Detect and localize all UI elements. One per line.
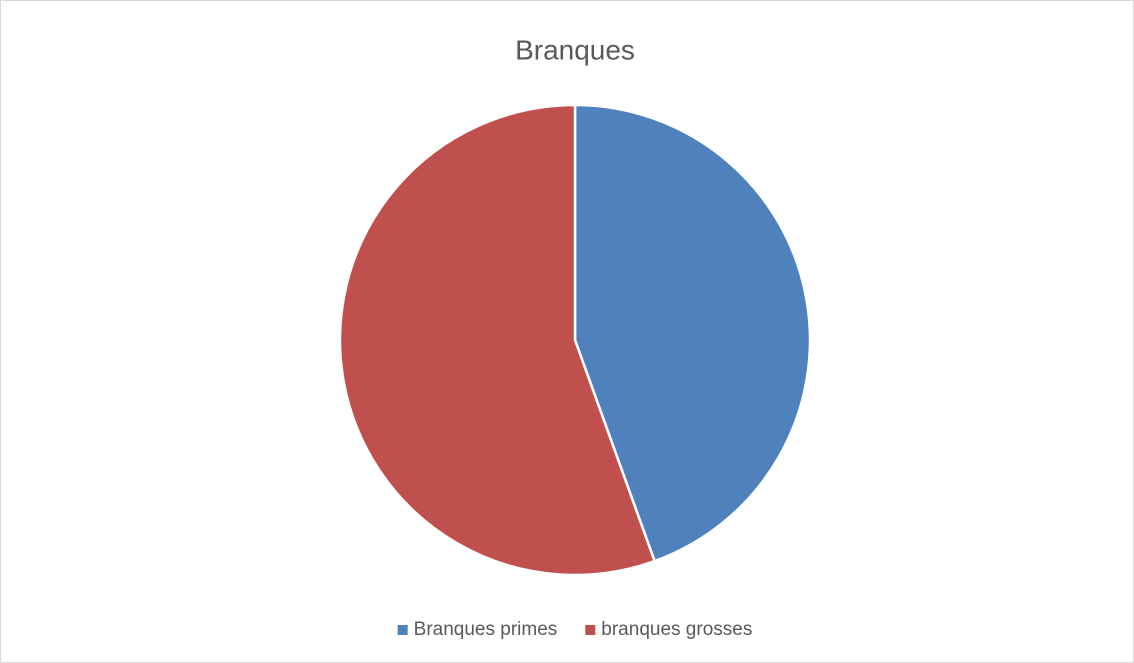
legend-swatch bbox=[585, 625, 596, 635]
legend: Branques primes branques grosses bbox=[397, 619, 752, 640]
legend-swatch bbox=[397, 625, 408, 635]
legend-label: Branques primes bbox=[414, 619, 558, 640]
pie-slice bbox=[338, 103, 657, 577]
legend-label: branques grosses bbox=[601, 619, 752, 640]
pie-slice bbox=[573, 103, 812, 563]
chart-title: Branques bbox=[515, 34, 635, 65]
